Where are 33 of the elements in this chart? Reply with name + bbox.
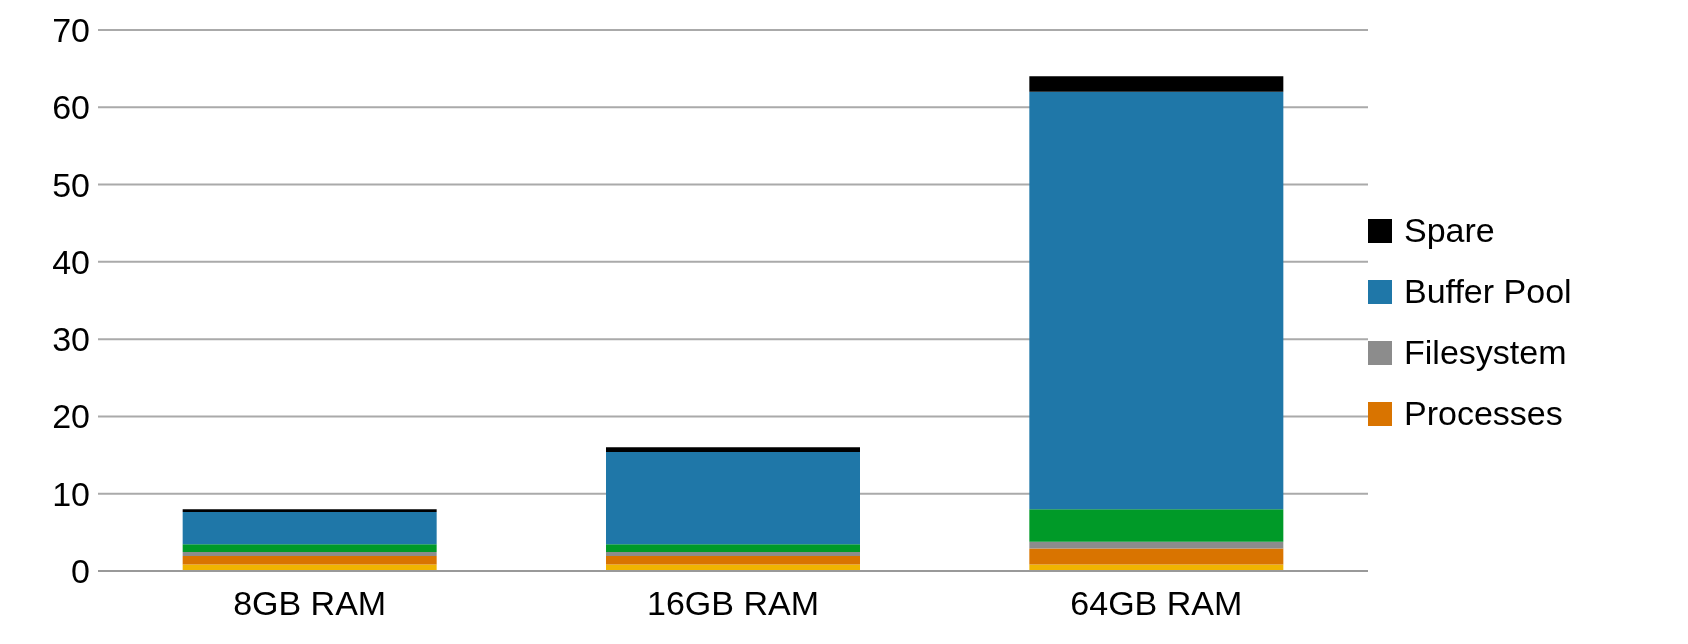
legend-label: Processes: [1404, 394, 1563, 433]
bar: [182, 555, 437, 565]
bar: [182, 564, 437, 571]
bar: [1029, 564, 1284, 571]
y-tick-label: 70: [52, 11, 90, 50]
bar: [182, 509, 437, 512]
y-tick-label: 60: [52, 88, 90, 127]
bar: [1029, 509, 1284, 542]
legend-label: Spare: [1404, 211, 1495, 250]
x-tick-label: 16GB RAM: [647, 584, 819, 623]
bar: [606, 564, 860, 571]
bar: [1029, 541, 1284, 549]
bar: [1029, 548, 1284, 565]
bar: [606, 451, 860, 545]
x-tick-label: 64GB RAM: [1070, 584, 1243, 623]
y-tick-label: 20: [52, 397, 90, 436]
bar: [606, 544, 860, 553]
y-tick-label: 50: [52, 165, 90, 204]
legend-label: Buffer Pool: [1404, 272, 1572, 311]
bar: [606, 447, 860, 452]
bar: [182, 544, 437, 553]
y-tick-label: 10: [52, 474, 90, 513]
bar: [606, 552, 860, 556]
x-tick-label: 8GB RAM: [233, 584, 387, 623]
y-tick-label: 40: [52, 242, 90, 281]
bar: [606, 555, 860, 565]
bar: [1029, 76, 1284, 92]
y-tick-label: 30: [52, 320, 90, 359]
bar: [1029, 91, 1284, 510]
y-tick-label: 0: [71, 552, 90, 591]
bar: [182, 511, 437, 545]
legend-label: Filesystem: [1404, 333, 1567, 372]
bar: [182, 552, 437, 556]
